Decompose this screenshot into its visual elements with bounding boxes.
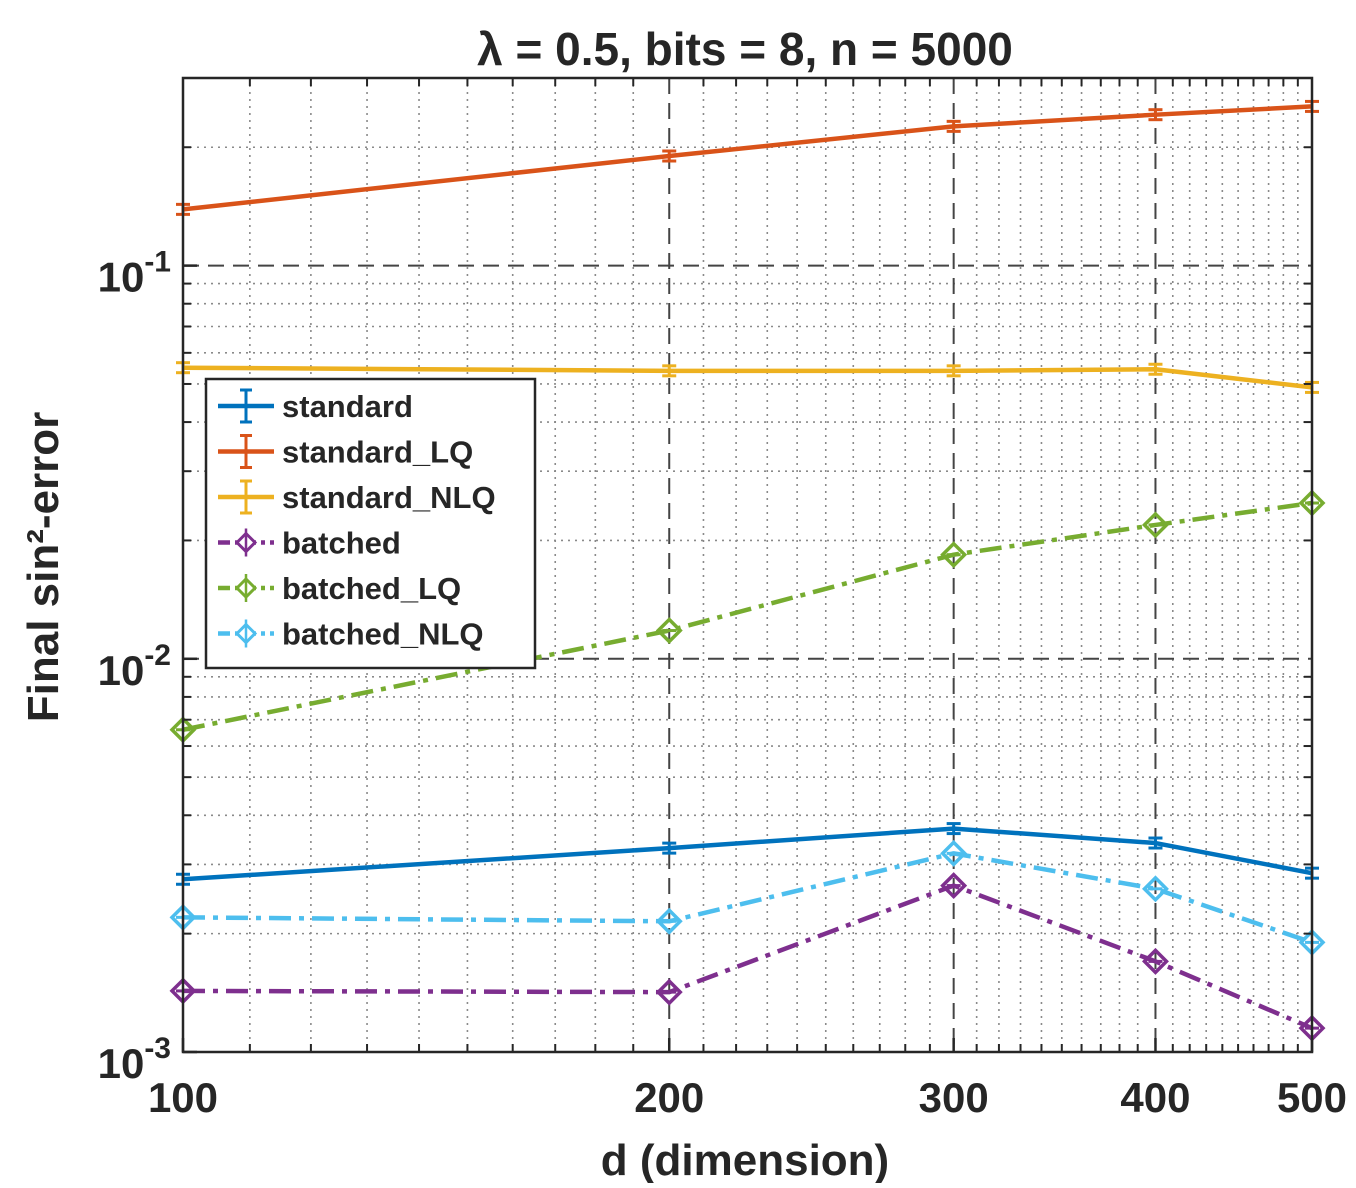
- data-point-batched_LQ: [1141, 511, 1169, 539]
- data-point-standard_NLQ: [946, 364, 961, 378]
- y-tick-labels: 10-310-210-1: [98, 246, 171, 1087]
- data-point-batched_NLQ: [1141, 875, 1169, 903]
- tick-marks: [181, 78, 1314, 1054]
- series-line-standard: [182, 826, 1313, 882]
- axes-box: [181, 76, 1314, 1054]
- data-point-batched: [940, 872, 968, 900]
- legend-item-standard_NLQ[interactable]: standard_NLQ: [218, 479, 496, 515]
- legend-item-batched[interactable]: batched: [218, 526, 401, 561]
- data-point-batched_NLQ: [655, 907, 683, 935]
- series-line-batched: [182, 883, 1313, 1031]
- data-point-standard_LQ: [1148, 108, 1163, 122]
- legend-item-standard_LQ[interactable]: standard_LQ: [218, 434, 473, 470]
- series-standard: [176, 822, 1319, 886]
- y-tick-label: 10-3: [98, 1032, 171, 1087]
- y-tick-label: 10-2: [98, 639, 171, 694]
- chart-title: λ = 0.5, bits = 8, n = 5000: [477, 23, 1013, 75]
- data-point-batched_LQ: [940, 541, 968, 569]
- y-tick-base: 10: [98, 647, 145, 694]
- x-tick-label: 200: [634, 1074, 704, 1121]
- data-point-batched: [1141, 947, 1169, 975]
- legend-label: batched_LQ: [282, 571, 461, 606]
- x-tick-labels: 100 200 300 400 500: [148, 1074, 1347, 1121]
- x-axis-label: d (dimension): [601, 1136, 889, 1183]
- y-tick-base: 10: [98, 254, 145, 301]
- y-tick-base: 10: [98, 1040, 145, 1087]
- series-batched_LQ: [169, 489, 1326, 744]
- y-tick-label: 10-1: [98, 246, 171, 301]
- legend-label: standard_NLQ: [282, 480, 496, 515]
- y-tick-exponent: -1: [144, 246, 171, 279]
- legend-item-standard[interactable]: standard: [218, 388, 413, 424]
- data-point-batched: [655, 978, 683, 1006]
- legend-item-batched_LQ[interactable]: batched_LQ: [218, 571, 461, 606]
- legend-label: standard: [282, 389, 413, 424]
- series-batched: [169, 872, 1326, 1042]
- x-tick-label: 500: [1277, 1074, 1347, 1121]
- series-batched_NLQ: [169, 839, 1326, 956]
- minor-grid: [183, 78, 1312, 1052]
- data-point-standard_NLQ: [1148, 362, 1163, 376]
- data-point-standard: [946, 822, 961, 836]
- series-layer: [169, 99, 1326, 1042]
- data-point-batched_NLQ: [940, 839, 968, 867]
- legend-label: batched_NLQ: [282, 617, 484, 652]
- x-tick-label: 400: [1120, 1074, 1190, 1121]
- series-standard_LQ: [176, 99, 1319, 216]
- y-tick-exponent: -2: [144, 639, 171, 672]
- x-tick-label: 300: [919, 1074, 989, 1121]
- data-point-standard_NLQ: [662, 364, 677, 378]
- data-point-standard_LQ: [662, 149, 677, 163]
- data-point-standard: [662, 841, 677, 855]
- data-point-batched_LQ: [655, 617, 683, 645]
- data-point-standard_LQ: [946, 119, 961, 133]
- legend-label: batched: [282, 526, 401, 561]
- y-axis-label: Final sin²-error: [19, 412, 68, 723]
- series-line-standard_LQ: [182, 104, 1313, 212]
- data-point-standard: [1148, 836, 1163, 850]
- legend-box: [204, 377, 537, 670]
- x-tick-label: 100: [148, 1074, 218, 1121]
- legend-item-batched_NLQ[interactable]: batched_NLQ: [218, 617, 484, 652]
- legend-label: standard_LQ: [282, 435, 473, 470]
- series-standard_NLQ: [176, 361, 1319, 394]
- y-tick-exponent: -3: [144, 1032, 171, 1065]
